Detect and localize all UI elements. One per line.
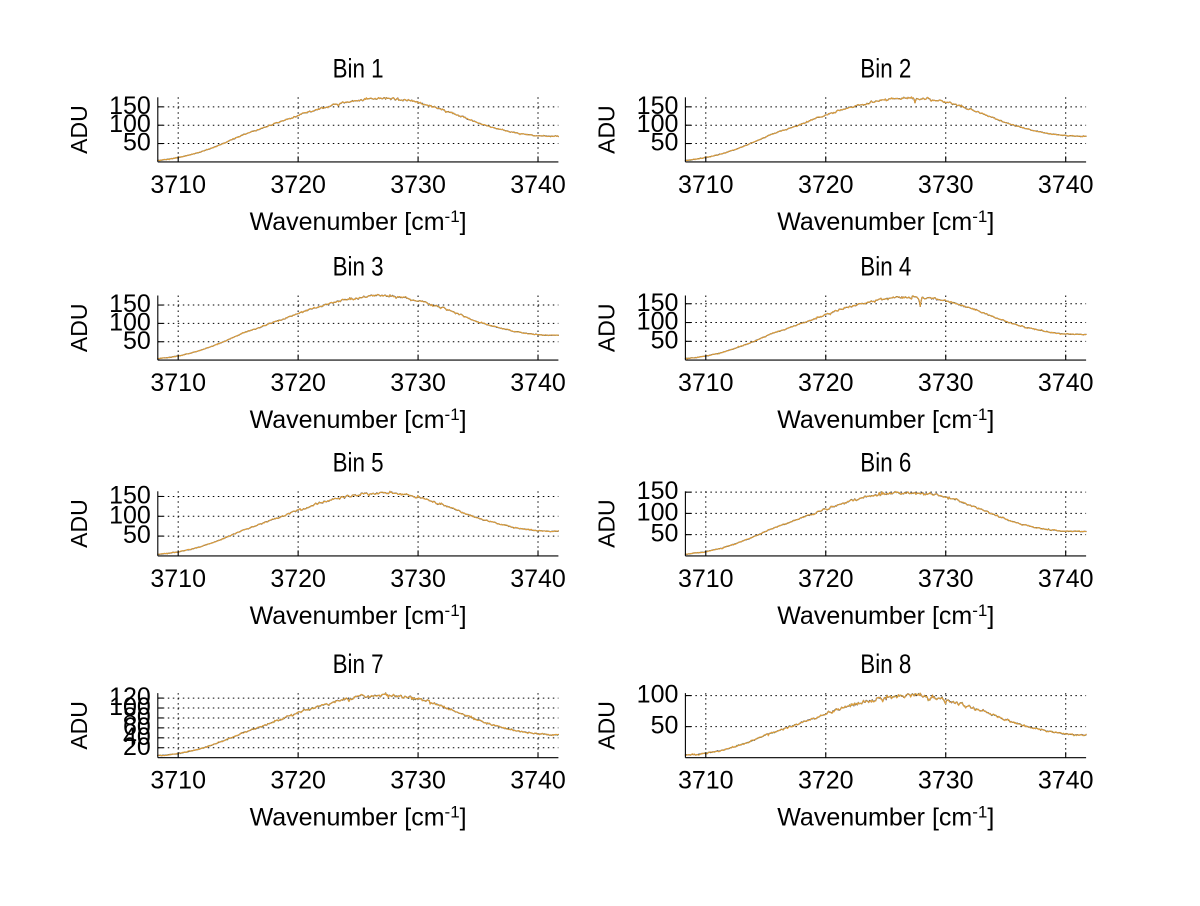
svg-text:3720: 3720: [798, 369, 854, 397]
svg-text:ADU: ADU: [593, 701, 619, 750]
svg-text:Bin 6: Bin 6: [860, 447, 911, 477]
svg-text:50: 50: [651, 712, 679, 740]
svg-text:3710: 3710: [150, 767, 206, 795]
svg-text:ADU: ADU: [66, 499, 92, 548]
svg-text:3720: 3720: [270, 369, 326, 397]
svg-text:Bin 5: Bin 5: [333, 447, 384, 477]
svg-text:3730: 3730: [918, 171, 974, 199]
svg-text:Wavenumber [cm-1]: Wavenumber [cm-1]: [777, 405, 994, 434]
svg-text:3720: 3720: [270, 767, 326, 795]
svg-text:3740: 3740: [510, 767, 566, 795]
svg-text:3730: 3730: [390, 171, 446, 199]
svg-text:3730: 3730: [390, 565, 446, 593]
svg-text:Wavenumber [cm-1]: Wavenumber [cm-1]: [250, 803, 467, 832]
svg-text:3710: 3710: [150, 565, 206, 593]
svg-text:3730: 3730: [390, 369, 446, 397]
svg-text:Wavenumber [cm-1]: Wavenumber [cm-1]: [250, 207, 467, 236]
svg-text:3710: 3710: [678, 369, 734, 397]
svg-text:ADU: ADU: [66, 701, 92, 750]
svg-text:3710: 3710: [678, 565, 734, 593]
svg-text:3740: 3740: [510, 565, 566, 593]
svg-text:3730: 3730: [918, 565, 974, 593]
svg-text:3710: 3710: [150, 171, 206, 199]
svg-text:ADU: ADU: [593, 304, 619, 353]
svg-text:150: 150: [637, 289, 679, 317]
svg-text:3710: 3710: [150, 369, 206, 397]
svg-text:3740: 3740: [1038, 171, 1094, 199]
svg-text:3710: 3710: [678, 767, 734, 795]
svg-text:3720: 3720: [798, 171, 854, 199]
svg-text:3740: 3740: [510, 171, 566, 199]
svg-text:Bin 4: Bin 4: [860, 252, 911, 282]
svg-text:3740: 3740: [1038, 565, 1094, 593]
svg-text:3730: 3730: [918, 369, 974, 397]
svg-text:ADU: ADU: [66, 105, 92, 154]
svg-text:Wavenumber [cm-1]: Wavenumber [cm-1]: [777, 803, 994, 832]
svg-text:3730: 3730: [918, 767, 974, 795]
svg-text:3740: 3740: [1038, 767, 1094, 795]
svg-text:Bin 7: Bin 7: [333, 649, 384, 679]
svg-text:Wavenumber [cm-1]: Wavenumber [cm-1]: [777, 207, 994, 236]
svg-text:3720: 3720: [798, 565, 854, 593]
svg-text:3720: 3720: [798, 767, 854, 795]
svg-text:3710: 3710: [678, 171, 734, 199]
svg-text:150: 150: [637, 92, 679, 120]
svg-text:3730: 3730: [390, 767, 446, 795]
svg-text:3720: 3720: [270, 565, 326, 593]
svg-text:150: 150: [109, 481, 151, 509]
svg-text:3720: 3720: [270, 171, 326, 199]
svg-text:ADU: ADU: [66, 304, 92, 353]
svg-text:Wavenumber [cm-1]: Wavenumber [cm-1]: [250, 601, 467, 630]
svg-text:100: 100: [637, 681, 679, 709]
svg-text:Wavenumber [cm-1]: Wavenumber [cm-1]: [250, 405, 467, 434]
svg-text:150: 150: [637, 477, 679, 505]
svg-text:150: 150: [109, 290, 151, 318]
svg-text:Wavenumber [cm-1]: Wavenumber [cm-1]: [777, 601, 994, 630]
svg-text:3740: 3740: [510, 369, 566, 397]
svg-text:3740: 3740: [1038, 369, 1094, 397]
svg-text:Bin 1: Bin 1: [333, 53, 384, 83]
svg-text:Bin 8: Bin 8: [860, 649, 911, 679]
svg-text:Bin 2: Bin 2: [860, 53, 911, 83]
svg-text:ADU: ADU: [593, 499, 619, 548]
svg-text:120: 120: [109, 683, 151, 711]
svg-text:Bin 3: Bin 3: [333, 252, 384, 282]
svg-text:150: 150: [109, 92, 151, 120]
svg-text:ADU: ADU: [593, 105, 619, 154]
